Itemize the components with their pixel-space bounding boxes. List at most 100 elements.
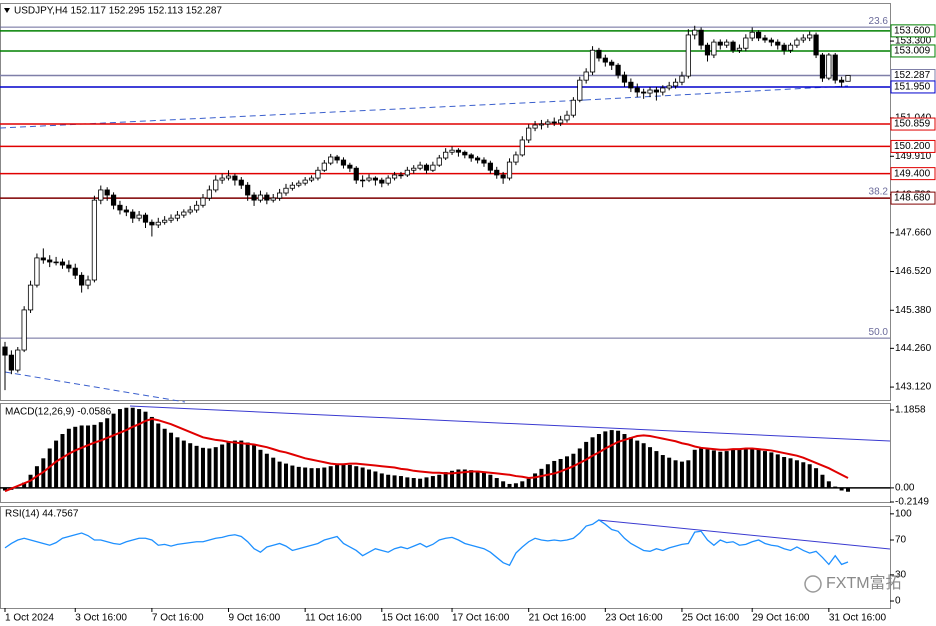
candle-body [372,177,379,181]
candle-body [66,264,72,269]
macd-bar [424,477,429,488]
level-label-box [890,139,936,153]
macd-bar [450,470,455,488]
macd-bar [124,407,129,488]
candle-body [404,169,410,176]
candle-body [283,187,289,194]
macd-bar [367,469,372,488]
trend-line [0,99,586,129]
candle-body [15,349,21,371]
candle-body [628,81,634,89]
macd-bar [328,466,333,488]
candle-body [296,182,302,186]
candle-body [85,279,91,286]
candle-body [142,214,149,223]
candle-body [698,29,704,46]
candle-body [366,177,372,181]
candle-body [583,71,589,81]
candle-body [660,87,666,93]
candle-body [200,197,206,206]
macd-bar [386,474,391,488]
macd-bar [226,441,231,488]
candle-body [787,44,794,51]
candle-body [162,219,168,223]
candle-body [532,124,538,129]
y-tick-label: 145.380 [895,305,932,316]
candle-body [839,79,845,83]
macd-pane [0,403,891,503]
macd-bar [731,449,736,488]
candle-body [449,149,455,153]
fib-label: 38.2 [869,187,889,198]
macd-bar [392,475,397,488]
candle-body [245,184,251,196]
y-tick-label: -0.2149 [895,497,929,508]
candle-body [775,41,781,46]
macd-bar [322,467,327,488]
candle-body [181,211,187,216]
macd-bar [686,460,691,488]
candle-body [513,154,519,163]
candle-body [417,164,423,169]
candle-body [487,162,493,171]
candle-body [302,179,308,184]
macd-bar [494,478,499,488]
macd-bar [775,454,780,488]
x-tick-label: 1 Oct 2024 [5,613,54,624]
level-label: 150.859 [894,119,931,130]
candle-body [519,139,525,156]
level-label-box [890,80,936,94]
watermark: FXTM富拓 [826,574,902,592]
candle-body [602,57,608,63]
candle-body [768,39,774,43]
candle-body [289,184,295,189]
candle-body [743,37,749,49]
macd-bar [277,461,282,488]
y-tick-label: 143.120 [895,382,932,393]
candle-body [251,194,257,201]
macd-bar [667,457,672,488]
candle-body [615,64,621,76]
macd-bar [699,448,704,488]
candle-body [130,211,136,219]
candle-body [589,49,596,73]
macd-bar [794,460,799,488]
level-label: 153.009 [894,46,931,57]
macd-bar [347,464,352,488]
macd-bar [526,478,531,488]
macd-trend-line [129,405,891,442]
candle-body [500,174,506,179]
trend-line [584,85,849,101]
y-tick-label: 147.660 [895,227,932,238]
macd-bar [47,448,52,488]
candle-body [711,41,717,56]
macd-bar [194,445,199,488]
macd-bar [673,460,678,488]
candle-body [807,34,813,39]
candle-body [813,34,819,56]
macd-bar [66,428,71,488]
macd-bar [558,458,563,488]
candle-body [570,99,576,116]
candle-body [391,174,398,179]
title-icon [4,8,10,13]
candle-body [653,89,660,93]
macd-bar [411,478,416,488]
candle-body [672,81,679,87]
macd-bar [335,464,340,488]
macd-bar [507,483,512,488]
candle-body [72,267,78,276]
candle-body [155,221,161,226]
y-tick-label: 1.1858 [895,405,926,416]
candle-body [193,204,200,211]
candle-body [2,346,8,356]
y-tick-label: 0.00 [895,483,915,494]
macd-bar [379,473,384,488]
candle-body [308,177,315,181]
level-label: 153.600 [894,26,931,37]
candle-body [123,209,129,213]
macd-bar [92,424,97,488]
rsi-trend-line [597,519,891,550]
candle-body [110,194,117,206]
candle-body [474,157,481,161]
